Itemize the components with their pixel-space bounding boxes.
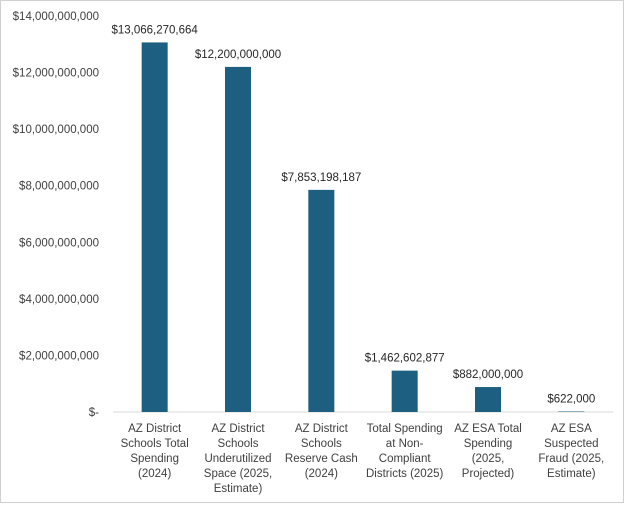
category-label-line: Schools Total	[121, 438, 189, 450]
category-label: Total Spending at Non- Compliant Districts …	[366, 423, 443, 480]
category-label-line: Spending	[130, 453, 179, 465]
bar	[558, 411, 585, 412]
y-tick-label: $12,000,000,000	[13, 68, 99, 80]
category-label-line: AZ District	[295, 423, 349, 435]
category-label-line: at Non-	[386, 438, 424, 450]
category-label-line: Districts (2025)	[366, 468, 443, 480]
category-label-line: Space (2025,	[204, 468, 272, 480]
category-label-line: (2024)	[305, 468, 338, 480]
category-label-line: AZ ESA Total	[454, 423, 522, 435]
data-label: $7,853,198,187	[281, 172, 361, 184]
bar	[391, 370, 418, 412]
bar	[308, 189, 335, 412]
category-label-line: Spending	[464, 438, 513, 450]
bar	[475, 387, 501, 412]
axis-layer: $- $2,000,000,000 $4,000,000,000 $6,000,000…	[13, 11, 613, 419]
bar	[225, 66, 251, 413]
category-label-line: Suspected	[544, 438, 598, 450]
category-label-line: Total Spending	[367, 423, 443, 435]
y-tick-label: $8,000,000,000	[19, 181, 99, 193]
category-label-line: Projected)	[462, 468, 515, 480]
bar	[141, 42, 168, 413]
category-label: AZ ESA Suspected Fraud (2025, Estimate)	[538, 423, 604, 480]
category-label: AZ District Schools Underutilized Space (20…	[204, 423, 272, 495]
label-layer: $13,066,270,664 AZ District Schools Total S…	[111, 24, 604, 495]
category-label-line: Estimate)	[214, 483, 263, 495]
category-label-line: Schools	[301, 438, 342, 450]
category-label-line: AZ District	[128, 423, 182, 435]
category-label: AZ ESA Total Spending (2025, Projected)	[454, 423, 522, 480]
category-label-line: Estimate)	[547, 468, 596, 480]
data-label: $12,200,000,000	[195, 49, 281, 61]
category-label-line: Reserve Cash	[285, 453, 358, 465]
category-label-line: Schools	[218, 438, 259, 450]
category-label-line: AZ District	[211, 423, 265, 435]
y-tick-label: $10,000,000,000	[13, 124, 99, 136]
data-label: $1,462,602,877	[365, 353, 445, 365]
y-tick-label: $-	[89, 407, 99, 419]
y-tick-label: $2,000,000,000	[19, 350, 99, 362]
y-tick-label: $6,000,000,000	[19, 237, 99, 249]
data-label: $13,066,270,664	[111, 24, 198, 36]
category-label-line: AZ ESA	[551, 423, 592, 435]
data-label: $622,000	[547, 394, 595, 406]
category-label: AZ District Schools Reserve Cash (2024)	[285, 423, 358, 480]
category-label-line: (2025,	[472, 453, 505, 465]
bar-layer	[141, 42, 585, 413]
y-tick-label: $14,000,000,000	[13, 11, 99, 23]
category-label: AZ District Schools Total Spending (2024)	[121, 423, 189, 480]
y-tick-label: $4,000,000,000	[19, 294, 99, 306]
category-label-line: (2024)	[138, 468, 171, 480]
category-label-line: Compliant	[379, 453, 432, 465]
category-label-line: Underutilized	[204, 453, 271, 465]
category-label-line: Fraud (2025,	[538, 453, 604, 465]
data-label: $882,000,000	[453, 369, 523, 381]
